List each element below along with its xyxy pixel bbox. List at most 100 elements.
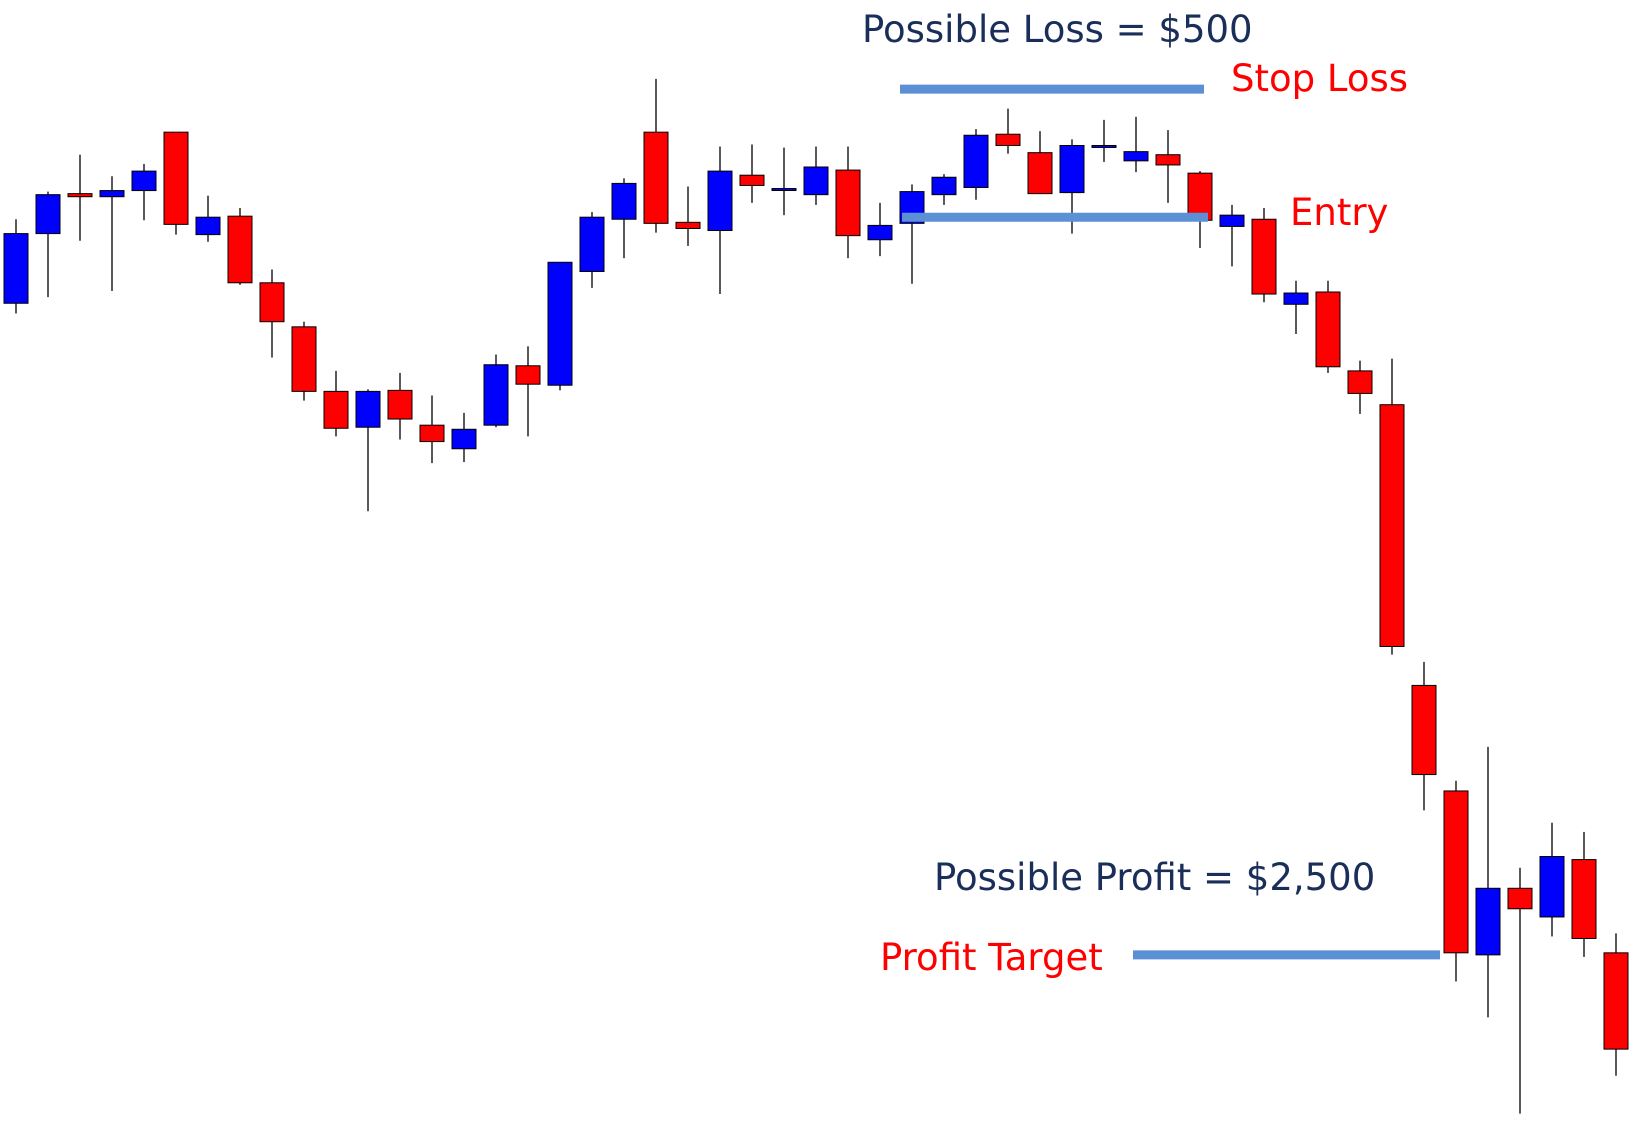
bullish-candle-body: [131, 170, 157, 192]
bullish-candle-body: [483, 364, 509, 426]
candle: [675, 186, 701, 246]
bullish-candle-body: [1475, 887, 1501, 956]
candle: [803, 146, 829, 205]
bearish-candle-body: [323, 390, 349, 429]
candles-group: [3, 78, 1629, 1114]
entry-label: Entry: [1290, 191, 1388, 234]
stop-loss-label: Stop Loss: [1231, 57, 1408, 100]
bearish-candle-body: [1347, 370, 1373, 394]
candle: [1123, 116, 1149, 173]
bearish-candle-body: [259, 282, 285, 323]
bearish-candle-body: [643, 131, 669, 224]
bearish-candle-body: [515, 365, 541, 385]
bearish-candle-body: [995, 133, 1021, 146]
candle: [1027, 131, 1053, 195]
bullish-candle-body: [99, 190, 125, 198]
candle: [1219, 204, 1245, 267]
bearish-candle-body: [739, 174, 765, 186]
candle: [323, 370, 349, 437]
candle: [35, 191, 61, 298]
possible-loss-label: Possible Loss = $500: [862, 8, 1253, 51]
bullish-candle-body: [195, 216, 221, 236]
bearish-candle-body: [387, 389, 413, 420]
candle: [163, 131, 189, 235]
candle: [1443, 780, 1469, 982]
candle: [419, 395, 445, 464]
candle: [291, 321, 317, 401]
candle: [195, 195, 221, 242]
candle: [579, 212, 605, 288]
bullish-candle-body: [1283, 292, 1309, 305]
bullish-candle-body: [803, 166, 829, 196]
bearish-candle-body: [67, 193, 93, 198]
candle: [1507, 867, 1533, 1114]
bearish-candle-body: [163, 131, 189, 225]
candle: [131, 163, 157, 221]
candle: [1411, 661, 1437, 811]
candle: [1251, 207, 1277, 303]
candle: [227, 207, 253, 285]
candle: [707, 146, 733, 295]
bearish-candle-body: [1571, 859, 1597, 939]
bullish-candle-body: [547, 261, 573, 386]
candle: [995, 108, 1021, 154]
bullish-candle-body: [579, 216, 605, 273]
bearish-candle-body: [1027, 152, 1053, 195]
candle: [643, 78, 669, 233]
bearish-candle-body: [1379, 404, 1405, 647]
candle: [259, 269, 285, 358]
bearish-candle-body: [419, 424, 445, 443]
candle: [931, 174, 957, 205]
bullish-candle-body: [355, 390, 381, 428]
candle: [1155, 130, 1181, 203]
bearish-candle-body: [291, 326, 317, 392]
candle: [1379, 358, 1405, 655]
candle: [611, 178, 637, 259]
candle: [867, 202, 893, 257]
candle: [1187, 171, 1213, 248]
annotation-labels-group: Possible Loss = $500 Stop Loss Entry Pos…: [862, 8, 1408, 979]
price-levels-group: [900, 84, 1440, 960]
candle: [835, 146, 861, 259]
bullish-candle-body: [35, 194, 61, 235]
bullish-candle-body: [3, 233, 29, 304]
candle: [963, 129, 989, 200]
candle: [67, 154, 93, 241]
possible-profit-label: Possible Profit = $2,500: [934, 856, 1375, 899]
bullish-candle-body: [1123, 151, 1149, 162]
bearish-candle-body: [227, 215, 253, 284]
bullish-candle-body: [931, 176, 957, 196]
candle: [1347, 360, 1373, 414]
candle: [451, 412, 477, 463]
bullish-candle-body: [867, 224, 893, 241]
candle: [1603, 933, 1629, 1076]
bearish-candle-body: [1155, 154, 1181, 166]
bullish-candle-body: [707, 170, 733, 232]
bullish-candle-body: [771, 188, 797, 192]
candle: [99, 176, 125, 291]
bullish-candle-body: [451, 428, 477, 450]
candle: [355, 389, 381, 512]
candle: [3, 219, 29, 314]
profit-target-label: Profit Target: [880, 936, 1103, 979]
bearish-candle-body: [835, 169, 861, 237]
bearish-candle-body: [1411, 684, 1437, 776]
candle: [1283, 280, 1309, 335]
bearish-candle-body: [675, 221, 701, 229]
candle: [1475, 746, 1501, 1018]
bullish-candle-body: [1219, 214, 1245, 227]
candle: [1091, 119, 1117, 162]
candle: [547, 261, 573, 391]
candle: [1315, 280, 1341, 373]
bullish-candle-body: [963, 134, 989, 188]
candle: [515, 346, 541, 437]
bullish-candle-body: [1059, 144, 1085, 194]
bearish-candle-body: [1315, 291, 1341, 368]
candle: [899, 184, 925, 284]
bearish-candle-body: [1251, 218, 1277, 295]
bullish-candle-body: [611, 182, 637, 220]
candle: [1571, 831, 1597, 957]
candle: [771, 147, 797, 216]
bearish-candle-body: [1603, 952, 1629, 1050]
